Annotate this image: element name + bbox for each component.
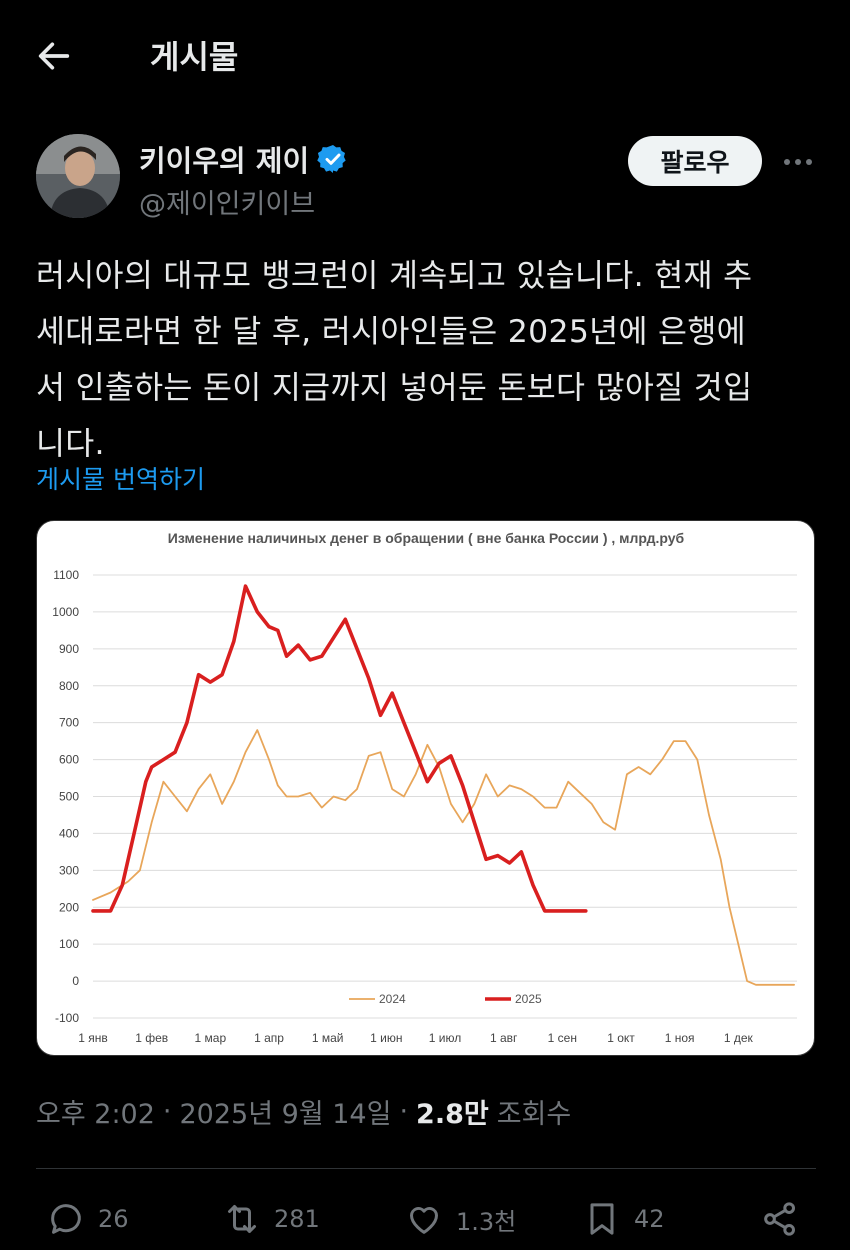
legend-label-2024: 2024	[379, 992, 406, 1006]
retweet-button[interactable]: 281	[222, 1196, 320, 1242]
y-tick-label: -100	[55, 1011, 79, 1025]
arrow-left-icon	[38, 42, 70, 70]
y-tick-label: 200	[59, 900, 79, 914]
x-tick-label: 1 май	[312, 1031, 344, 1045]
post-meta: 오후 2:02 · 2025년 9월 14일 · 2.8만 조회수	[36, 1092, 571, 1131]
share-icon	[764, 1202, 795, 1236]
series-line-2025	[91, 584, 588, 913]
x-tick-label: 1 окт	[607, 1031, 635, 1045]
bookmark-icon	[590, 1203, 614, 1235]
top-bar: 게시물	[0, 0, 850, 110]
views-count: 2.8만	[416, 1099, 489, 1130]
y-tick-label: 400	[59, 826, 79, 840]
more-dot-icon	[806, 159, 812, 165]
y-tick-label: 1000	[52, 605, 79, 619]
y-tick-label: 0	[72, 974, 79, 988]
reply-icon	[51, 1204, 81, 1234]
avatar-image	[36, 134, 120, 218]
avatar[interactable]	[36, 134, 120, 218]
bookmark-button[interactable]: 42	[582, 1196, 665, 1242]
divider	[36, 1168, 816, 1169]
post-time[interactable]: 오후 2:02	[36, 1099, 155, 1130]
line-chart: Изменение наличиных денег в обращении ( …	[52, 530, 797, 1045]
more-dot-icon	[795, 159, 801, 165]
page-title: 게시물	[150, 38, 239, 76]
x-tick-label: 1 апр	[254, 1031, 284, 1045]
series-line-2024	[92, 729, 795, 986]
tweet-text: 러시아의 대규모 뱅크런이 계속되고 있습니다. 현재 추 세대로라면 한 달 …	[36, 258, 753, 462]
x-tick-label: 1 авг	[490, 1031, 518, 1045]
y-tick-label: 700	[59, 716, 79, 730]
more-dot-icon	[784, 159, 790, 165]
name-row: 키이우의 제이	[139, 138, 349, 180]
y-tick-label: 100	[59, 937, 79, 951]
x-tick-label: 1 мар	[195, 1031, 227, 1045]
y-tick-label: 500	[59, 790, 79, 804]
y-tick-label: 600	[59, 753, 79, 767]
x-tick-label: 1 сен	[548, 1031, 577, 1045]
y-tick-label: 300	[59, 863, 79, 877]
chart-title: Изменение наличиных денег в обращении ( …	[168, 530, 685, 546]
reply-count: 26	[98, 1205, 129, 1233]
x-tick-label: 1 июн	[370, 1031, 402, 1045]
x-tick-label: 1 ноя	[665, 1031, 695, 1045]
x-tick-label: 1 янв	[78, 1031, 108, 1045]
action-bar: 26 281 1.3천 42	[36, 1196, 816, 1246]
user-handle[interactable]: @제이인키이브	[139, 189, 316, 220]
post-date[interactable]: 2025년 9월 14일	[179, 1099, 392, 1130]
reply-button[interactable]: 26	[46, 1196, 129, 1242]
x-tick-label: 1 дек	[724, 1031, 754, 1045]
legend-label-2025: 2025	[515, 992, 542, 1006]
meta-separator: ·	[399, 1096, 409, 1127]
like-count: 1.3천	[456, 1207, 517, 1236]
back-button[interactable]	[34, 36, 74, 76]
verified-badge-icon	[317, 145, 346, 173]
heart-icon	[410, 1207, 438, 1234]
meta-separator: ·	[162, 1096, 172, 1127]
follow-button[interactable]: 팔로우	[628, 136, 762, 186]
more-options-button[interactable]	[776, 144, 820, 180]
author-row: 키이우의 제이 @제이인키이브 팔로우	[36, 134, 816, 224]
translate-post-link[interactable]: 게시물 번역하기	[36, 465, 205, 494]
share-button[interactable]	[760, 1196, 800, 1242]
display-name[interactable]: 키이우의 제이	[139, 144, 310, 178]
y-tick-label: 900	[59, 642, 79, 656]
x-tick-label: 1 фев	[135, 1031, 168, 1045]
retweet-count: 281	[274, 1205, 320, 1233]
y-tick-label: 1100	[53, 568, 79, 582]
retweet-icon	[228, 1205, 256, 1233]
x-tick-label: 1 июл	[429, 1031, 461, 1045]
bookmark-count: 42	[634, 1205, 665, 1233]
y-tick-label: 800	[59, 679, 79, 693]
views-label: 조회수	[496, 1099, 572, 1130]
chart-image[interactable]: Изменение наличиных денег в обращении ( …	[36, 520, 815, 1056]
like-button[interactable]: 1.3천	[404, 1196, 516, 1242]
